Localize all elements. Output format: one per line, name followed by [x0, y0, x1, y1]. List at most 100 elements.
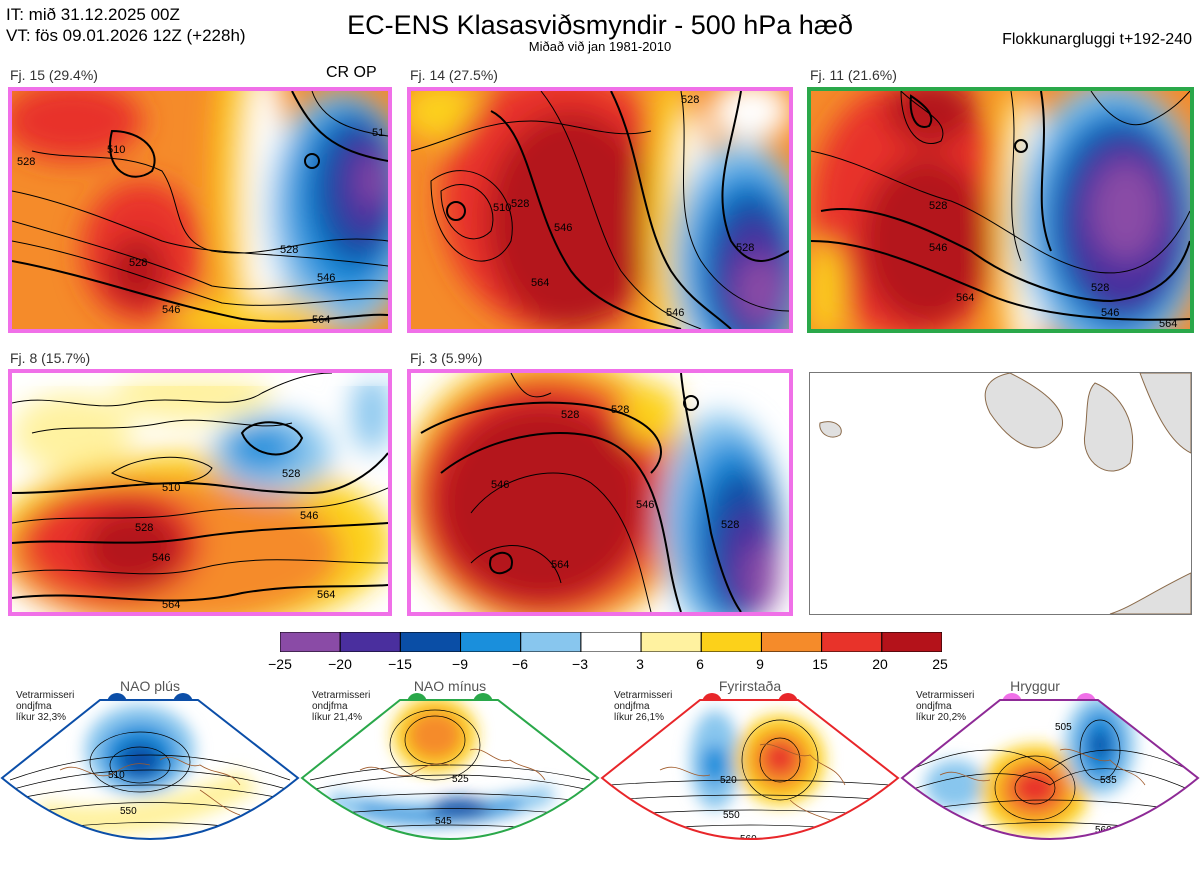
climatology-subtitle: Miðað við jan 1981-2010: [528, 39, 672, 54]
contour-label: 525: [452, 774, 469, 785]
contour-label: 564: [531, 277, 549, 289]
regime-2-title: NAO mínus: [413, 678, 487, 694]
colorbar-tick: 15: [812, 656, 828, 672]
regime-1-title: NAO plús: [120, 678, 180, 694]
contour-label: 520: [720, 775, 737, 786]
contour-label: 505: [1055, 722, 1072, 733]
cluster-map-3: 528 546 564 528 546 564: [811, 91, 1190, 329]
cluster-panel-3: 528 546 564 528 546 564: [807, 87, 1194, 333]
contour-label: 546: [317, 272, 335, 284]
contour-label: 560: [740, 834, 757, 845]
contour-label: 564: [956, 292, 974, 304]
colorbar-tick: −15: [388, 656, 412, 672]
panel-3-label: Fj. 11 (21.6%): [810, 67, 897, 83]
cluster-map-5: 528 546 564 546 528 528: [411, 373, 789, 612]
regime-months: ondjfma: [614, 701, 650, 712]
regime-months: ondjfma: [312, 701, 348, 712]
contour-label: 510: [162, 482, 180, 494]
cluster-map-4: 510 528 546 528 546 564 564: [12, 373, 388, 612]
regime-season: Vetrarmisseri: [614, 690, 673, 701]
contour-label: 528: [282, 468, 300, 480]
colorbar: [279, 631, 943, 653]
colorbar-swatch: [821, 631, 883, 653]
contour-label: 528: [135, 522, 153, 534]
colorbar-tick: −3: [572, 656, 588, 672]
contour-label: 546: [152, 552, 170, 564]
regime-1-map: 510 550: [0, 699, 300, 840]
regime-1-info: Vetrarmisseri ondjfma líkur 32,3%: [16, 690, 74, 723]
contour-label: 528: [721, 519, 739, 531]
regime-2-map: 525 545 565: [300, 699, 600, 861]
cluster-map-1: 510 528 528 546 564 528 546 51: [12, 91, 388, 329]
contour-label: 510: [108, 770, 125, 781]
regime-months: ondjfma: [16, 701, 52, 712]
control-run-tag: CR OP: [326, 64, 377, 81]
contour-label: 550: [723, 810, 740, 821]
regime-season: Vetrarmisseri: [312, 690, 371, 701]
contour-label: 545: [435, 816, 452, 827]
contour-label: 546: [1101, 307, 1119, 319]
contour-label: 528: [280, 244, 298, 256]
regime-4-info: Vetrarmisseri ondjfma líkur 20,2%: [916, 690, 974, 723]
contour-label: 546: [666, 307, 684, 319]
colorbar-tick: −6: [512, 656, 528, 672]
base-map: [810, 373, 1191, 614]
page-title: EC-ENS Klasasviðsmyndir - 500 hPa hæð: [347, 10, 853, 40]
colorbar-swatch: [339, 631, 401, 653]
header-times: IT: mið 31.12.2025 00Z VT: fös 09.01.202…: [6, 4, 246, 46]
cluster-panel-5: 528 546 564 546 528 528: [407, 369, 793, 616]
regime-probability: líkur 26,1%: [614, 712, 665, 723]
contour-label: 550: [120, 806, 137, 817]
contour-label: 528: [736, 242, 754, 254]
colorbar-tick: 6: [696, 656, 704, 672]
contour-label: 564: [312, 314, 330, 326]
contour-label: 546: [554, 222, 572, 234]
panel-2-label: Fj. 14 (27.5%): [410, 67, 498, 83]
contour-label: 546: [636, 499, 654, 511]
contour-label: 510: [493, 202, 511, 214]
contour-label: 51: [372, 127, 384, 139]
colorbar-tick: 25: [932, 656, 948, 672]
contour-label: 546: [491, 479, 509, 491]
contour-label: 546: [300, 510, 318, 522]
regime-probability: líkur 20,2%: [916, 712, 967, 723]
contour-label: 535: [1100, 775, 1117, 786]
contour-label: 528: [561, 409, 579, 421]
empty-map-panel: [809, 372, 1192, 615]
contour-label: 528: [1091, 282, 1109, 294]
contour-label: 546: [162, 304, 180, 316]
contour-label: 564: [162, 599, 180, 611]
panel-1-label: Fj. 15 (29.4%): [10, 67, 98, 83]
init-time: IT: mið 31.12.2025 00Z: [6, 5, 180, 24]
regime-4-title: Hryggur: [1010, 678, 1060, 694]
colorbar-swatch: [520, 631, 582, 653]
contour-label: 528: [929, 200, 947, 212]
cluster-panel-2: 510 528 546 564 528 546 528: [407, 87, 793, 333]
colorbar-swatch: [580, 631, 642, 653]
cluster-panel-4: 510 528 546 528 546 564 564: [8, 369, 392, 616]
contour-label: 564: [551, 559, 569, 571]
regime-months: ondjfma: [916, 701, 952, 712]
regime-season: Vetrarmisseri: [916, 690, 975, 701]
contour-label: 528: [681, 94, 699, 106]
colorbar-tick: 3: [636, 656, 644, 672]
regime-2-info: Vetrarmisseri ondjfma líkur 21,4%: [312, 690, 370, 723]
colorbar-tick: −9: [452, 656, 468, 672]
colorbar-swatch: [399, 631, 462, 653]
cluster-panel-1: 510 528 528 546 564 528 546 51: [8, 87, 392, 333]
regime-3-map: 520 550 560: [600, 699, 900, 845]
contour-label: 510: [107, 144, 125, 156]
regime-3-info: Vetrarmisseri ondjfma líkur 26,1%: [614, 690, 672, 723]
classification-window: Flokkunargluggi t+192-240: [1002, 31, 1192, 48]
contour-label: 528: [611, 404, 629, 416]
colorbar-swatch: [881, 631, 943, 653]
contour-label: 564: [317, 589, 335, 601]
contour-label: 528: [129, 257, 147, 269]
contour-label: 565: [445, 850, 462, 861]
regime-4-map: 505 535 560: [900, 699, 1200, 840]
colorbar-tick: −20: [328, 656, 352, 672]
regime-probability: líkur 32,3%: [16, 712, 67, 723]
colorbar-tick: −25: [268, 656, 292, 672]
contour-label: 546: [929, 242, 947, 254]
colorbar-tick: 20: [872, 656, 888, 672]
